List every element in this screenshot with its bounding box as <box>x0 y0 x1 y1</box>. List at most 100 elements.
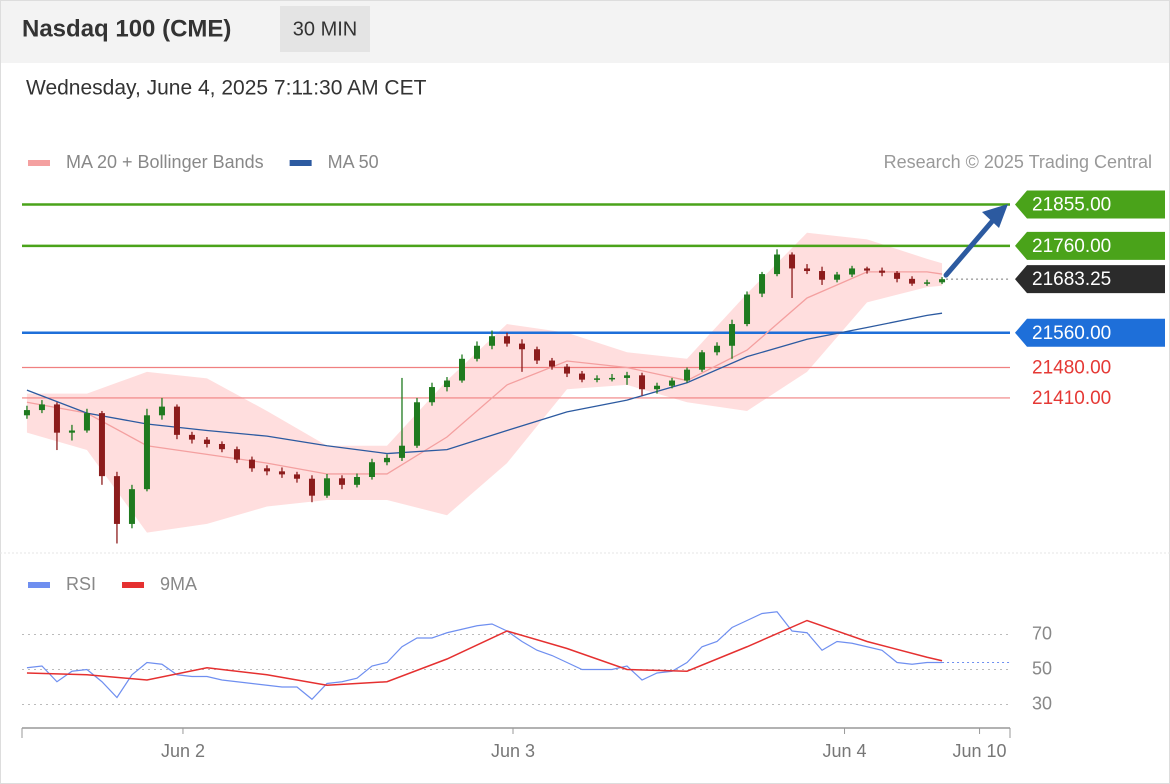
moving-average <box>26 312 943 455</box>
candle-body <box>263 468 270 472</box>
candle-body <box>233 449 240 460</box>
candle-body <box>579 373 586 380</box>
level-tag <box>1015 318 1165 347</box>
candle-body <box>594 378 601 380</box>
x-tick-label: Jun 2 <box>161 741 205 761</box>
candle-body <box>534 349 541 361</box>
candle-body <box>143 415 150 490</box>
x-tick-label: Jun 3 <box>491 741 535 761</box>
candle-body <box>519 343 526 350</box>
candle-body <box>338 478 345 485</box>
candle-body <box>98 413 105 477</box>
legend-swatch <box>289 160 312 166</box>
target-arrow <box>943 215 998 278</box>
y-tick-label: 50 <box>1032 658 1052 678</box>
level-label: 21480.00 <box>1032 358 1111 379</box>
candle-body <box>488 336 495 346</box>
candle-body <box>368 462 375 477</box>
level-tag <box>1015 265 1165 294</box>
indicator-line <box>26 619 943 687</box>
candle-body <box>293 474 300 479</box>
candle-body <box>774 254 781 275</box>
candle-body <box>744 294 751 325</box>
candle-body <box>699 352 706 370</box>
y-tick-label: 70 <box>1032 623 1052 643</box>
legend-label: 9MA <box>160 574 197 594</box>
candle-body <box>549 360 556 367</box>
candle-body <box>383 457 390 463</box>
candle-body <box>609 377 616 380</box>
candle-body <box>654 385 661 390</box>
candle-body <box>278 471 285 475</box>
candle-body <box>443 380 450 388</box>
candle-body <box>564 366 571 374</box>
candle-body <box>669 380 676 386</box>
candle-body <box>308 478 315 496</box>
candle-body <box>158 406 165 416</box>
candle-body <box>729 324 736 346</box>
candle-body <box>639 375 646 390</box>
level-tag <box>1015 231 1165 260</box>
target-arrowhead <box>982 204 1008 228</box>
y-tick-label: 30 <box>1032 693 1052 713</box>
x-tick-label: Jun 4 <box>823 741 867 761</box>
candle-body <box>248 459 255 469</box>
candle-body <box>834 274 841 280</box>
timestamp: Wednesday, June 4, 2025 7:11:30 AM CET <box>26 77 427 100</box>
candle-body <box>894 272 901 279</box>
candle-body <box>759 274 766 294</box>
level-tag <box>1015 190 1165 219</box>
candle-body <box>23 410 30 416</box>
level-label: 21683.25 <box>1032 269 1111 290</box>
level-label: 21760.00 <box>1032 236 1111 257</box>
candle-body <box>849 268 856 275</box>
candle-body <box>218 443 225 450</box>
candle-body <box>173 406 180 435</box>
legend-label: RSI <box>66 574 96 594</box>
candle-body <box>413 402 420 446</box>
level-label: 21410.00 <box>1032 388 1111 409</box>
timeframe: 30 MIN <box>293 18 357 40</box>
candle-body <box>353 477 360 485</box>
candle-body <box>83 413 90 431</box>
candle-body <box>398 445 405 458</box>
candle-body <box>939 279 946 283</box>
moving-average <box>26 271 943 475</box>
legend-swatch <box>122 582 145 588</box>
legend-label: MA 20 + Bollinger Bands <box>66 152 264 172</box>
candle-body <box>789 254 796 269</box>
candle-body <box>68 430 75 433</box>
candle-body <box>864 268 871 271</box>
candle-body <box>428 387 435 403</box>
candle-body <box>323 478 330 496</box>
x-tick-label: Jun 10 <box>953 741 1007 761</box>
candle-body <box>909 278 916 284</box>
candle-body <box>924 282 931 284</box>
legend-swatch <box>28 582 50 588</box>
candle-body <box>53 404 60 433</box>
level-label: 21855.00 <box>1032 195 1111 216</box>
candle-body <box>804 268 811 272</box>
legend-swatch <box>28 160 50 166</box>
candle-body <box>819 271 826 280</box>
candle-body <box>113 476 120 524</box>
candle-body <box>188 434 195 440</box>
bollinger-band <box>26 232 943 533</box>
candle-body <box>879 270 886 273</box>
chart-title: Nasdaq 100 (CME) <box>22 15 231 42</box>
source: Research © 2025 Trading Central <box>884 152 1152 172</box>
candle-body <box>624 375 631 378</box>
legend-label: MA 50 <box>328 152 379 172</box>
candle-body <box>684 369 691 381</box>
timeframe-box <box>280 6 370 52</box>
candle-body <box>203 439 210 444</box>
candle-body <box>473 345 480 359</box>
level-label: 21560.00 <box>1032 323 1111 344</box>
candle-body <box>458 358 465 381</box>
candle-body <box>128 489 135 524</box>
candle-body <box>38 404 45 411</box>
candle-body <box>714 345 721 353</box>
candle-body <box>503 336 510 344</box>
header-bar <box>1 1 1169 63</box>
